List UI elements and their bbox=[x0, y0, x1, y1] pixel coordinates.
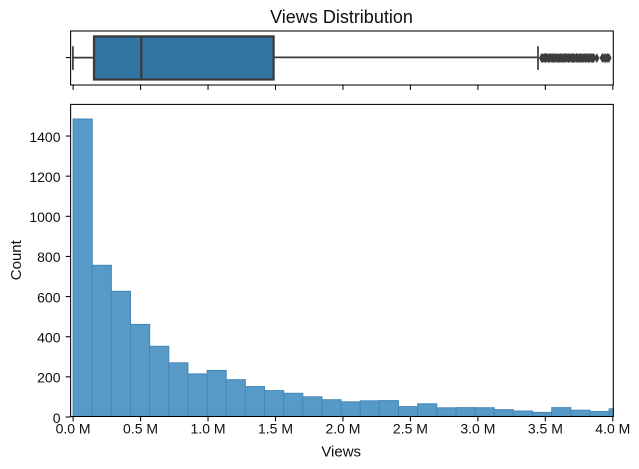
svg-text:600: 600 bbox=[37, 289, 61, 305]
svg-text:200: 200 bbox=[37, 370, 61, 386]
svg-text:1000: 1000 bbox=[29, 209, 60, 225]
svg-text:1.5 M: 1.5 M bbox=[258, 421, 293, 437]
svg-text:1200: 1200 bbox=[29, 169, 60, 185]
svg-text:0.5 M: 0.5 M bbox=[123, 421, 158, 437]
svg-text:0: 0 bbox=[53, 410, 61, 426]
svg-text:Count: Count bbox=[8, 239, 25, 280]
svg-text:0.0 M: 0.0 M bbox=[56, 421, 91, 437]
svg-text:3.0 M: 3.0 M bbox=[460, 421, 495, 437]
svg-text:1.0 M: 1.0 M bbox=[191, 421, 226, 437]
svg-text:400: 400 bbox=[37, 330, 61, 346]
svg-text:1400: 1400 bbox=[29, 129, 60, 145]
svg-text:800: 800 bbox=[37, 249, 61, 265]
svg-text:4.0 M: 4.0 M bbox=[595, 421, 630, 437]
svg-text:2.0 M: 2.0 M bbox=[325, 421, 360, 437]
svg-text:Views: Views bbox=[321, 444, 361, 461]
svg-text:3.5 M: 3.5 M bbox=[528, 421, 563, 437]
svg-text:Views Distribution: Views Distribution bbox=[270, 7, 413, 27]
svg-text:2.5 M: 2.5 M bbox=[393, 421, 428, 437]
